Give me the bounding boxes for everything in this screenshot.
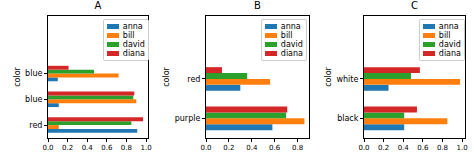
html-text:david: david — [438, 40, 461, 49]
html-text:david: david — [280, 40, 303, 49]
svg-text:0.8: 0.8 — [437, 144, 448, 152]
svg-text:0.4: 0.4 — [398, 144, 410, 152]
svg-text:0.6: 0.6 — [417, 144, 429, 152]
html-text:diana: diana — [438, 49, 461, 58]
svg-text:0.0: 0.0 — [200, 144, 211, 152]
svg-text:red: red — [29, 121, 42, 130]
svg-text:black: black — [337, 114, 359, 123]
html-text:bill: bill — [122, 31, 135, 40]
html-text:bill: bill — [280, 31, 293, 40]
svg-text:0.6: 0.6 — [269, 144, 281, 152]
html-text:bill: bill — [438, 31, 451, 40]
svg-text:0.2: 0.2 — [62, 144, 73, 152]
svg-text:A: A — [95, 0, 102, 11]
svg-text:1.0: 1.0 — [456, 144, 467, 152]
svg-text:0.0: 0.0 — [358, 144, 369, 152]
html-text:diana: diana — [280, 49, 303, 58]
svg-text:color: color — [162, 66, 171, 86]
html-text:anna: anna — [438, 22, 459, 31]
svg-text:1.0: 1.0 — [140, 144, 151, 152]
svg-text:0.4: 0.4 — [246, 144, 258, 152]
svg-text:0.0: 0.0 — [42, 144, 53, 152]
svg-text:B: B — [254, 0, 261, 11]
svg-text:color: color — [324, 66, 333, 86]
svg-text:red: red — [187, 75, 200, 84]
svg-text:C: C — [411, 0, 418, 11]
svg-text:blue: blue — [25, 95, 42, 104]
html-text:anna: anna — [280, 22, 301, 31]
svg-text:0.6: 0.6 — [101, 144, 113, 152]
svg-text:blue: blue — [25, 69, 42, 78]
svg-text:0.2: 0.2 — [378, 144, 389, 152]
svg-text:purple: purple — [175, 114, 201, 123]
html-text:diana: diana — [122, 49, 145, 58]
svg-text:0.2: 0.2 — [223, 144, 234, 152]
svg-text:0.4: 0.4 — [82, 144, 94, 152]
svg-text:0.8: 0.8 — [292, 144, 303, 152]
svg-text:white: white — [336, 75, 358, 84]
html-text:david: david — [122, 40, 145, 49]
svg-text:0.8: 0.8 — [121, 144, 132, 152]
html-text:anna: anna — [122, 22, 143, 31]
svg-text:color: color — [13, 66, 22, 86]
